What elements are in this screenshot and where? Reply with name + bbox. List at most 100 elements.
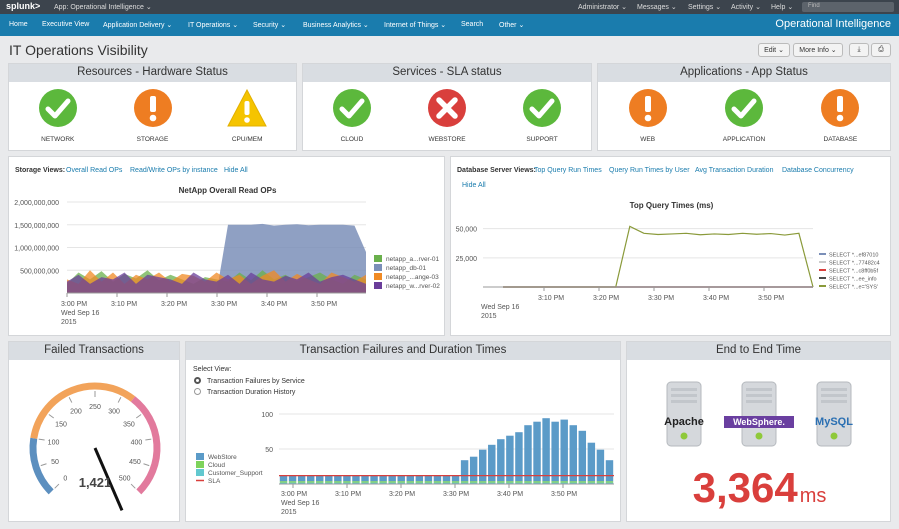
bar-WebStore[interactable] <box>316 475 324 482</box>
find-input[interactable]: Find <box>802 2 894 12</box>
bar-WebStore[interactable] <box>497 439 505 482</box>
bar-WebStore[interactable] <box>442 475 451 482</box>
area-series-netapp_w...rver-02[interactable] <box>67 272 366 293</box>
bar-Customer_Support[interactable] <box>460 482 469 484</box>
bar-Customer_Support[interactable] <box>578 482 587 484</box>
bar-Cloud[interactable] <box>406 481 415 483</box>
print-button[interactable]: ⎙ <box>871 43 891 57</box>
bar-Cloud[interactable] <box>460 481 469 483</box>
splunk-logo[interactable]: splunk> <box>6 1 41 11</box>
x-icon[interactable] <box>427 88 467 128</box>
bar-WebStore[interactable] <box>279 475 288 482</box>
export-button[interactable]: ⤓ <box>849 43 869 57</box>
bar-Cloud[interactable] <box>379 481 387 483</box>
bar-Cloud[interactable] <box>488 481 496 483</box>
bar-Cloud[interactable] <box>506 481 514 483</box>
nav-business-analytics[interactable]: Business Analytics ⌄ <box>303 22 369 29</box>
bar-Cloud[interactable] <box>297 481 306 483</box>
bar-Customer_Support[interactable] <box>506 482 514 484</box>
check-icon[interactable] <box>332 88 372 128</box>
bar-WebStore[interactable] <box>469 456 478 482</box>
radio-option-duration[interactable]: Transaction Duration History <box>194 388 295 396</box>
administrator-menu[interactable]: Administrator ⌄ <box>578 4 628 11</box>
bar-Cloud[interactable] <box>397 481 405 483</box>
nav-search[interactable]: Search <box>461 21 484 28</box>
bar-WebStore[interactable] <box>397 475 405 482</box>
bar-WebStore[interactable] <box>297 475 306 482</box>
settings-menu[interactable]: Settings ⌄ <box>688 4 722 11</box>
bar-WebStore[interactable] <box>533 421 541 482</box>
bar-Cloud[interactable] <box>288 481 297 483</box>
bar-Cloud[interactable] <box>497 481 505 483</box>
link-hide-all[interactable]: Hide All <box>462 182 486 189</box>
bar-WebStore[interactable] <box>388 475 396 482</box>
bar-WebStore[interactable] <box>569 425 577 482</box>
help-menu[interactable]: Help ⌄ <box>771 4 794 11</box>
bar-WebStore[interactable] <box>488 444 496 482</box>
bar-Customer_Support[interactable] <box>596 482 605 484</box>
bar-Cloud[interactable] <box>551 481 559 483</box>
bar-Customer_Support[interactable] <box>388 482 396 484</box>
bar-Customer_Support[interactable] <box>288 482 297 484</box>
exclamation-icon[interactable] <box>820 88 860 128</box>
bar-Customer_Support[interactable] <box>433 482 442 484</box>
bar-Cloud[interactable] <box>524 481 532 483</box>
bar-Customer_Support[interactable] <box>361 482 369 484</box>
bar-Cloud[interactable] <box>569 481 577 483</box>
bar-Cloud[interactable] <box>587 481 596 483</box>
line-series-SELECT *...e='SYS'[interactable] <box>503 225 814 288</box>
bar-Cloud[interactable] <box>316 481 324 483</box>
nav-other[interactable]: Other ⌄ <box>499 22 525 29</box>
bar-WebStore[interactable] <box>406 475 415 482</box>
bar-WebStore[interactable] <box>325 475 333 482</box>
bar-WebStore[interactable] <box>596 449 605 482</box>
warning-triangle-icon[interactable] <box>227 88 268 128</box>
edit-button[interactable]: Edit ⌄ <box>758 43 790 57</box>
radio-option-failures[interactable]: Transaction Failures by Service <box>194 377 305 385</box>
bar-WebStore[interactable] <box>343 475 351 482</box>
bar-Customer_Support[interactable] <box>605 482 614 484</box>
bar-WebStore[interactable] <box>524 425 532 482</box>
bar-Customer_Support[interactable] <box>406 482 415 484</box>
bar-Customer_Support[interactable] <box>524 482 532 484</box>
bar-Cloud[interactable] <box>433 481 442 483</box>
bar-Cloud[interactable] <box>343 481 351 483</box>
bar-WebStore[interactable] <box>542 418 550 482</box>
link-avg-transaction-duration[interactable]: Avg Transaction Duration <box>695 167 774 174</box>
storage-area-chart[interactable]: 500,000,000 1,000,000,000 1,500,000,000 2,0… <box>9 197 446 335</box>
bar-Cloud[interactable] <box>542 481 550 483</box>
link-database-concurrency[interactable]: Database Concurrency <box>782 167 854 174</box>
bar-Customer_Support[interactable] <box>533 482 541 484</box>
bar-Cloud[interactable] <box>325 481 333 483</box>
nav-security[interactable]: Security ⌄ <box>253 22 287 29</box>
bar-Cloud[interactable] <box>370 481 378 483</box>
bar-WebStore[interactable] <box>460 460 469 482</box>
bar-Customer_Support[interactable] <box>451 482 460 484</box>
bar-Cloud[interactable] <box>451 481 460 483</box>
bar-Customer_Support[interactable] <box>515 482 523 484</box>
check-icon[interactable] <box>522 88 562 128</box>
bar-Cloud[interactable] <box>306 481 315 483</box>
bar-WebStore[interactable] <box>361 475 369 482</box>
link-hide-all[interactable]: Hide All <box>224 167 248 174</box>
check-icon[interactable] <box>724 88 764 128</box>
bar-Cloud[interactable] <box>352 481 360 483</box>
bar-WebStore[interactable] <box>451 475 460 482</box>
bar-Customer_Support[interactable] <box>560 482 568 484</box>
activity-menu[interactable]: Activity ⌄ <box>731 4 761 11</box>
bar-WebStore[interactable] <box>424 475 433 482</box>
bar-Customer_Support[interactable] <box>542 482 550 484</box>
link-read-write-ops[interactable]: Read/Write OPs by instance <box>130 167 218 174</box>
bar-Cloud[interactable] <box>578 481 587 483</box>
bar-Customer_Support[interactable] <box>469 482 478 484</box>
bar-WebStore[interactable] <box>288 475 297 482</box>
link-overall-read-ops[interactable]: Overall Read OPs <box>66 167 123 174</box>
bar-Customer_Support[interactable] <box>497 482 505 484</box>
bar-WebStore[interactable] <box>415 475 424 482</box>
bar-Cloud[interactable] <box>515 481 523 483</box>
bar-Customer_Support[interactable] <box>442 482 451 484</box>
bar-Customer_Support[interactable] <box>306 482 315 484</box>
bar-Customer_Support[interactable] <box>279 482 288 484</box>
link-query-run-times-by-user[interactable]: Query Run Times by User <box>609 167 690 174</box>
bar-Customer_Support[interactable] <box>379 482 387 484</box>
